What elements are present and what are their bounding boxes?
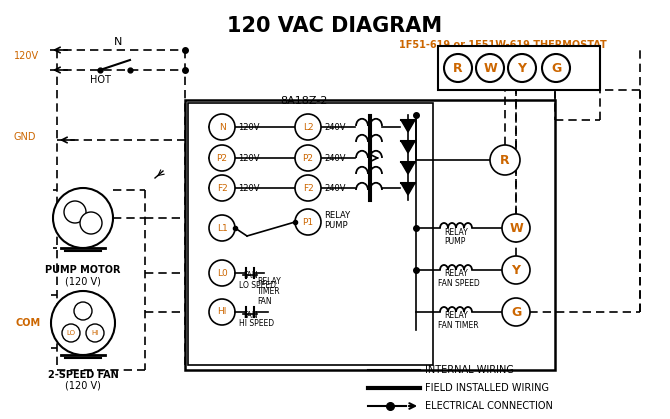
Polygon shape xyxy=(401,120,415,132)
Circle shape xyxy=(476,54,504,82)
Circle shape xyxy=(80,212,102,234)
Circle shape xyxy=(295,209,321,235)
Text: W: W xyxy=(483,62,497,75)
Text: R: R xyxy=(500,153,510,166)
Text: L2: L2 xyxy=(303,122,314,132)
Circle shape xyxy=(209,175,235,201)
Text: HOT: HOT xyxy=(90,75,111,85)
Circle shape xyxy=(542,54,570,82)
Polygon shape xyxy=(401,141,415,153)
Circle shape xyxy=(209,299,235,325)
Circle shape xyxy=(209,145,235,171)
Text: FAN: FAN xyxy=(257,297,271,307)
Circle shape xyxy=(444,54,472,82)
Text: 120V: 120V xyxy=(238,153,259,163)
Circle shape xyxy=(209,260,235,286)
Text: HI SPEED: HI SPEED xyxy=(239,320,274,328)
Circle shape xyxy=(295,175,321,201)
Text: ELECTRICAL CONNECTION: ELECTRICAL CONNECTION xyxy=(425,401,553,411)
Text: 8A18Z-2: 8A18Z-2 xyxy=(280,96,328,106)
Text: FAN SPEED: FAN SPEED xyxy=(438,279,480,289)
Text: 240V: 240V xyxy=(324,153,346,163)
Circle shape xyxy=(295,114,321,140)
Text: FAN: FAN xyxy=(243,310,258,320)
Text: PUMP: PUMP xyxy=(324,220,348,230)
Text: L0: L0 xyxy=(216,269,227,277)
Text: HI: HI xyxy=(91,330,98,336)
Text: HI: HI xyxy=(217,308,226,316)
Text: FAN: FAN xyxy=(243,272,258,280)
Circle shape xyxy=(490,145,520,175)
Text: TIMER: TIMER xyxy=(257,287,281,297)
Text: 2-SPEED FAN: 2-SPEED FAN xyxy=(48,370,119,380)
Circle shape xyxy=(64,201,86,223)
Polygon shape xyxy=(401,162,415,174)
Text: RELAY: RELAY xyxy=(444,311,468,321)
Circle shape xyxy=(209,215,235,241)
Text: 120V: 120V xyxy=(14,51,39,61)
Text: G: G xyxy=(551,62,561,75)
Text: P1: P1 xyxy=(302,217,314,227)
Circle shape xyxy=(62,324,80,342)
Text: 120V: 120V xyxy=(238,122,259,132)
Circle shape xyxy=(53,188,113,248)
Circle shape xyxy=(502,298,530,326)
Circle shape xyxy=(502,214,530,242)
Text: INTERNAL WIRING: INTERNAL WIRING xyxy=(425,365,514,375)
Text: RELAY: RELAY xyxy=(444,228,468,236)
Text: Y: Y xyxy=(511,264,521,277)
Polygon shape xyxy=(401,183,415,195)
Text: 120 VAC DIAGRAM: 120 VAC DIAGRAM xyxy=(227,16,443,36)
Text: P2: P2 xyxy=(302,153,314,163)
Text: LO: LO xyxy=(66,330,76,336)
Circle shape xyxy=(86,324,104,342)
Text: P2: P2 xyxy=(216,153,228,163)
Text: PUMP: PUMP xyxy=(444,236,466,246)
Text: 240V: 240V xyxy=(324,122,346,132)
Text: 1F51-619 or 1F51W-619 THERMOSTAT: 1F51-619 or 1F51W-619 THERMOSTAT xyxy=(399,40,607,50)
Text: GND: GND xyxy=(14,132,36,142)
Text: LO SPEED: LO SPEED xyxy=(239,280,276,290)
Text: FAN TIMER: FAN TIMER xyxy=(438,321,478,331)
Circle shape xyxy=(502,256,530,284)
Text: (120 V): (120 V) xyxy=(65,276,101,286)
Text: RELAY: RELAY xyxy=(257,277,281,287)
Text: N: N xyxy=(218,122,225,132)
Circle shape xyxy=(209,114,235,140)
Bar xyxy=(188,103,433,365)
Bar xyxy=(185,100,555,370)
Text: G: G xyxy=(511,305,521,318)
Text: Y: Y xyxy=(517,62,527,75)
Text: R: R xyxy=(453,62,463,75)
Text: F2: F2 xyxy=(216,184,227,192)
Text: W: W xyxy=(509,222,523,235)
Circle shape xyxy=(295,145,321,171)
Text: F2: F2 xyxy=(303,184,314,192)
Text: 240V: 240V xyxy=(324,184,346,192)
Text: RELAY: RELAY xyxy=(324,210,350,220)
Text: FIELD INSTALLED WIRING: FIELD INSTALLED WIRING xyxy=(425,383,549,393)
Text: COM: COM xyxy=(16,318,41,328)
Text: PUMP MOTOR: PUMP MOTOR xyxy=(46,265,121,275)
Text: RELAY: RELAY xyxy=(444,269,468,279)
Text: L1: L1 xyxy=(216,223,227,233)
Text: (120 V): (120 V) xyxy=(65,381,101,391)
Text: 120V: 120V xyxy=(238,184,259,192)
Circle shape xyxy=(51,291,115,355)
Circle shape xyxy=(508,54,536,82)
Circle shape xyxy=(74,302,92,320)
Bar xyxy=(438,46,600,90)
Text: N: N xyxy=(114,37,122,47)
